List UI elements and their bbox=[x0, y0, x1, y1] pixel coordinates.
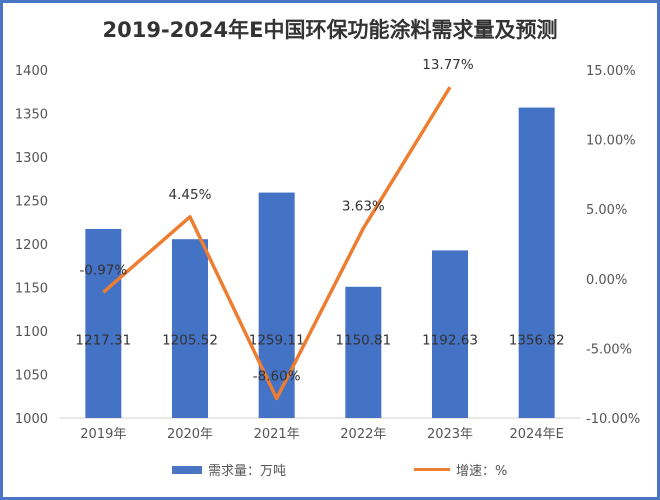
x-tick-label: 2024年E bbox=[510, 427, 564, 442]
chart-title: 2019-2024年E中国环保功能涂料需求量及预测 bbox=[102, 18, 558, 42]
x-tick-label: 2019年 bbox=[80, 427, 126, 442]
legend-swatch-bar bbox=[172, 465, 202, 474]
bar bbox=[85, 228, 122, 418]
y-left-tick-label: 1000 bbox=[15, 412, 48, 427]
x-tick-label: 2023年 bbox=[427, 427, 473, 442]
y-left-tick-label: 1250 bbox=[15, 195, 48, 210]
bar-data-label: 1205.52 bbox=[162, 332, 218, 348]
y-left-tick-label: 1350 bbox=[15, 108, 48, 123]
y-left-tick-label: 1300 bbox=[15, 151, 48, 166]
line-data-label: 3.63% bbox=[342, 198, 385, 214]
y-right-tick-label: -10.00% bbox=[586, 412, 640, 427]
y-left-tick-label: 1150 bbox=[15, 282, 48, 297]
bar bbox=[345, 286, 382, 418]
y-right-tick-label: 15.00% bbox=[586, 64, 636, 79]
legend-swatch-line bbox=[414, 468, 450, 471]
line-data-label: -0.97% bbox=[79, 262, 127, 278]
bar bbox=[518, 107, 555, 419]
bar-data-label: 1217.31 bbox=[75, 332, 131, 348]
legend-label-line: 增速：% bbox=[456, 464, 508, 479]
y-left-tick-label: 1200 bbox=[15, 238, 48, 253]
y-left-tick-label: 1050 bbox=[15, 369, 48, 384]
legend-item-line: 增速：% bbox=[414, 460, 507, 479]
y-right-tick-label: 0.00% bbox=[586, 273, 627, 288]
legend-item-bar: 需求量：万吨 bbox=[172, 460, 286, 479]
x-tick-label: 2022年 bbox=[340, 427, 386, 442]
x-tick-label: 2021年 bbox=[254, 427, 300, 442]
bar bbox=[432, 250, 468, 418]
bar-data-label: 1356.82 bbox=[509, 332, 565, 348]
bar bbox=[258, 192, 295, 418]
line-data-label: 13.77% bbox=[422, 57, 474, 73]
bar bbox=[172, 239, 208, 418]
y-left-tick-label: 1100 bbox=[15, 325, 48, 340]
line-data-label: -8.60% bbox=[253, 369, 301, 385]
legend-label-bar: 需求量：万吨 bbox=[208, 464, 287, 479]
y-left-tick-label: 1400 bbox=[15, 64, 48, 79]
y-right-tick-label: 10.00% bbox=[586, 134, 636, 149]
line-data-label: 4.45% bbox=[169, 187, 212, 203]
y-right-tick-label: -5.00% bbox=[586, 342, 632, 357]
y-right-tick-label: 5.00% bbox=[586, 203, 627, 218]
bar-data-label: 1259.11 bbox=[249, 332, 305, 348]
bar-data-label: 1192.63 bbox=[422, 332, 478, 348]
x-tick-label: 2020年 bbox=[167, 427, 213, 442]
bar-data-label: 1150.81 bbox=[335, 332, 391, 348]
